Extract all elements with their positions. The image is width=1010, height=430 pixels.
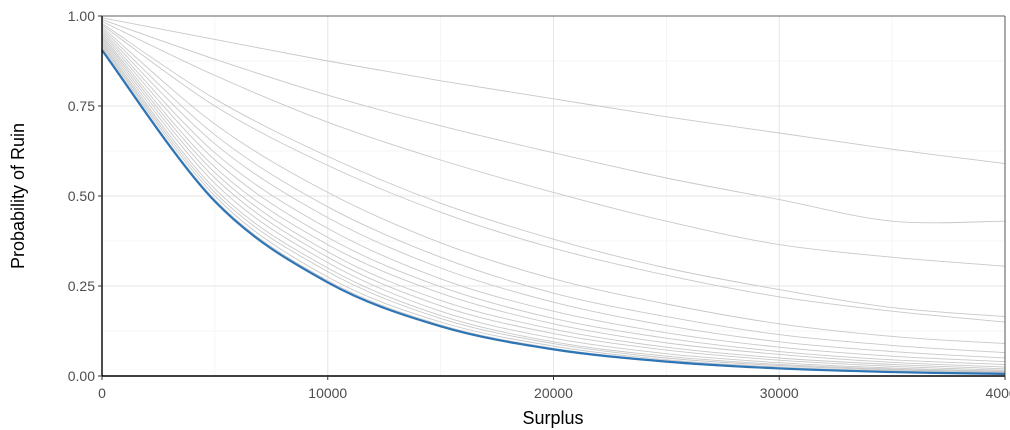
y-tick-label: 0.50	[68, 188, 95, 204]
series-line	[101, 20, 1006, 267]
y-tick-label: 1.00	[68, 8, 95, 24]
series-line	[101, 26, 1006, 345]
series-line	[101, 39, 1006, 371]
series-layer	[101, 17, 1006, 375]
series-line	[101, 31, 1006, 363]
series-line	[101, 28, 1006, 354]
x-axis-title: Surplus	[522, 408, 583, 428]
series-line	[101, 46, 1006, 374]
series-line-highlight	[101, 49, 1006, 375]
x-tick-label: 0	[98, 385, 106, 401]
series-line	[101, 17, 1006, 165]
series-line	[101, 33, 1006, 365]
grid-layer	[101, 15, 1006, 377]
x-tick-label: 30000	[760, 385, 799, 401]
x-tick-label: 10000	[308, 385, 347, 401]
series-line	[101, 40, 1006, 372]
y-tick-label: 0.00	[68, 368, 95, 384]
series-line	[101, 35, 1006, 368]
series-line	[101, 37, 1006, 370]
x-tick-label: 40000	[986, 385, 1010, 401]
y-tick-label: 0.75	[68, 98, 95, 114]
series-line	[101, 44, 1006, 373]
y-axis-title: Probability of Ruin	[8, 123, 28, 269]
series-line	[101, 42, 1006, 373]
x-tick-label: 20000	[534, 385, 573, 401]
tick-layer: 0 10000 20000 30000 40000 0.00 0.25 0.50 0.75 1.0…	[68, 8, 1010, 401]
series-line	[101, 19, 1006, 224]
y-tick-label: 0.25	[68, 278, 95, 294]
series-line	[101, 24, 1006, 323]
series-line	[101, 30, 1006, 359]
series-line	[101, 22, 1006, 318]
